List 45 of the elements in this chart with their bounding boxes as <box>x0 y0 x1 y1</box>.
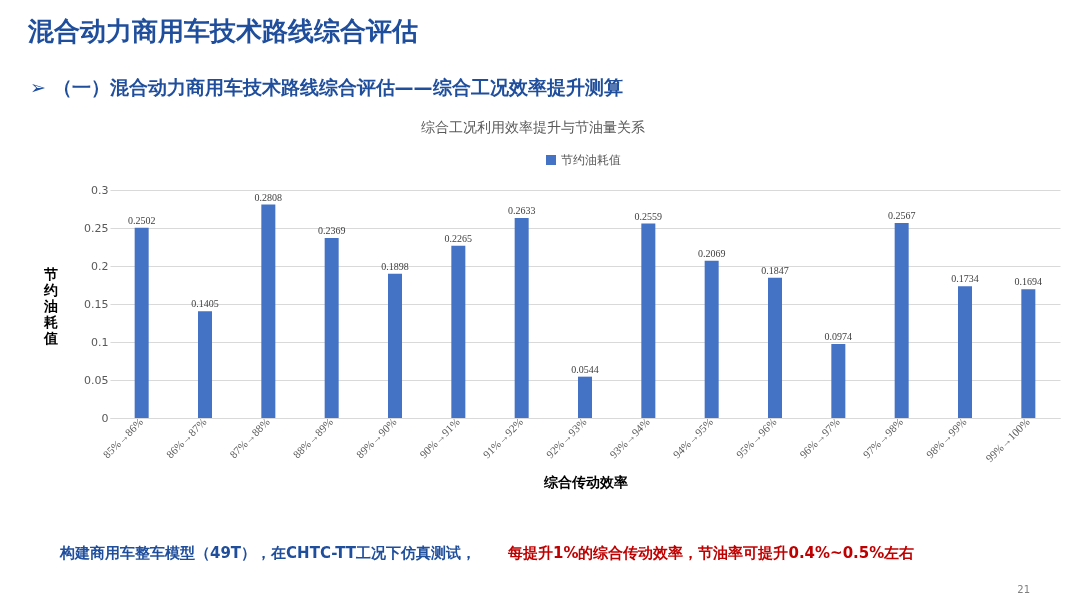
text: 每提升1%的综合传动效率，节油率可提升0.4%~0.5%左右 <box>507 544 915 562</box>
bar <box>1021 289 1036 418</box>
bar <box>704 260 719 418</box>
bar <box>198 311 212 418</box>
data-label: 0.2069 <box>697 247 726 259</box>
data-label: 0.1734 <box>951 273 979 285</box>
text: 21 <box>1017 584 1030 595</box>
data-label: 0.1898 <box>381 260 409 272</box>
bar <box>958 286 972 418</box>
x-axis-title: 综合传动效率 <box>542 474 628 491</box>
chart-title: 混合动力商用车技术路线综合评估 <box>27 16 418 46</box>
text: 构建商用车整车模型（49T），在CHTC-TT工况下仿真测试， <box>59 544 477 562</box>
data-label: 0.1694 <box>1014 276 1043 288</box>
y-axis-title: 节约油耗值 <box>42 265 58 346</box>
data-label: 0.2265 <box>444 232 473 244</box>
legend-label: 节约油耗值 <box>561 153 621 167</box>
bar <box>451 245 466 418</box>
data-label: 0.2633 <box>507 204 536 216</box>
data-label: 0.1847 <box>761 264 789 276</box>
bar <box>514 217 529 418</box>
bar <box>641 223 656 418</box>
data-label: 0.2808 <box>254 191 283 203</box>
bar <box>768 277 782 418</box>
chart-subtitle: ➢ （一）混合动力商用车技术路线综合评估——综合工况效率提升测算 <box>30 76 623 98</box>
bar <box>261 204 276 418</box>
y-tick-label: 0.2 <box>91 259 109 273</box>
data-label: 0.2502 <box>127 214 156 226</box>
bar <box>578 376 592 418</box>
bar <box>831 343 846 418</box>
data-label: 0.1405 <box>191 298 219 310</box>
y-tick-label: 0.3 <box>91 183 109 197</box>
y-tick-label: 0.1 <box>91 335 109 349</box>
data-label: 0.2369 <box>317 224 346 236</box>
text: 综合工况利用效率提升与节油量关系 <box>421 119 645 135</box>
data-label: 0.0544 <box>571 363 599 375</box>
data-label: 0.2559 <box>634 210 663 222</box>
bar <box>388 273 402 418</box>
data-label: 0.2567 <box>887 209 916 221</box>
y-tick-label: 0.25 <box>84 221 109 235</box>
y-tick-label: 0.15 <box>84 297 109 311</box>
y-tick-label: 0.05 <box>84 373 109 387</box>
bar <box>894 222 909 418</box>
data-label: 0.0974 <box>824 330 853 342</box>
bar <box>134 227 149 418</box>
bar <box>324 237 339 418</box>
